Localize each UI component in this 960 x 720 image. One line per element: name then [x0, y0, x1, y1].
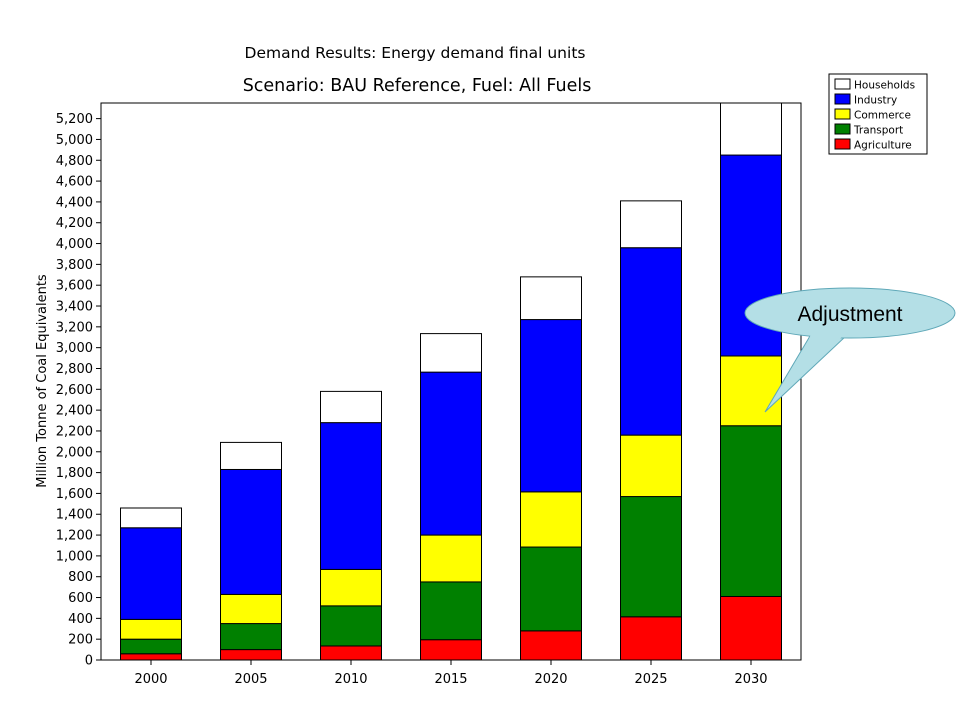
chart-subtitle: Scenario: BAU Reference, Fuel: All Fuels	[243, 76, 592, 96]
y-tick-label: 1,600	[56, 487, 93, 502]
bar-commerce-2010	[320, 568, 382, 607]
bar-agriculture-2025	[620, 616, 682, 661]
y-tick-label: 3,600	[56, 279, 93, 294]
x-tick-label: 2025	[634, 672, 667, 687]
legend-label-transport: Transport	[853, 125, 903, 137]
legend-label-agriculture: Agriculture	[854, 140, 912, 152]
x-tick-label: 2000	[134, 672, 167, 687]
bar-households-2015	[420, 333, 482, 373]
bar-agriculture-2015	[420, 639, 482, 661]
legend-swatch-households	[834, 78, 851, 90]
legend-swatch-industry	[834, 93, 851, 105]
bar-commerce-2025	[620, 434, 682, 498]
bar-transport-2015	[420, 581, 482, 641]
legend-swatch-agriculture	[834, 138, 851, 150]
bar-households-2025	[620, 200, 682, 249]
bar-agriculture-2010	[320, 645, 382, 661]
y-axis-label: Million Tonne of Coal Equivalents	[35, 274, 50, 488]
y-tick-label: 4,400	[56, 195, 93, 210]
bar-transport-2000	[120, 638, 182, 655]
bar-industry-2025	[620, 247, 682, 436]
bar-transport-2005	[220, 623, 282, 651]
bar-agriculture-2020	[520, 630, 582, 661]
bar-industry-2020	[520, 319, 582, 493]
bar-agriculture-2000	[120, 653, 182, 661]
bar-households-2005	[220, 441, 282, 470]
y-tick-label: 4,000	[56, 237, 93, 252]
bar-industry-2015	[420, 371, 482, 536]
y-tick-label: 2,600	[56, 383, 93, 398]
y-tick-label: 400	[68, 612, 93, 627]
x-tick-label: 2020	[534, 672, 567, 687]
x-tick-label: 2010	[334, 672, 367, 687]
bar-industry-2000	[120, 527, 182, 620]
callout-pointer-fill	[790, 334, 845, 386]
callout-bubble	[744, 287, 956, 339]
legend-label-commerce: Commerce	[854, 110, 911, 122]
bar-commerce-2020	[520, 491, 582, 548]
y-tick-label: 4,600	[56, 175, 93, 190]
bar-transport-2020	[520, 546, 582, 632]
y-tick-label: 3,400	[56, 300, 93, 315]
y-tick-label: 2,400	[56, 404, 93, 419]
legend-swatch-commerce	[834, 108, 851, 120]
x-axis: 2000 2005 2010 2015 2020 2025 2030	[134, 660, 768, 687]
x-tick-label: 2005	[234, 672, 267, 687]
y-axis: 0 200 400 600 800 1,000 1,200 1,400 1,600 1,800 2,…	[56, 112, 101, 669]
y-tick-label: 5,200	[56, 112, 93, 127]
plot-frame	[100, 102, 802, 661]
y-tick-label: 3,000	[56, 341, 93, 356]
bar-commerce-2015	[420, 534, 482, 583]
y-tick-label: 2,000	[56, 445, 93, 460]
bar-households-2000	[120, 507, 182, 529]
bar-households-2010	[320, 390, 382, 424]
y-tick-label: 2,800	[56, 362, 93, 377]
y-tick-label: 5,000	[56, 133, 93, 148]
bar-transport-2010	[320, 605, 382, 647]
bar-commerce-2005	[220, 593, 282, 625]
y-tick-label: 3,800	[56, 258, 93, 273]
chart-title: Demand Results: Energy demand final unit…	[245, 44, 586, 62]
bars	[120, 102, 782, 661]
y-tick-label: 1,000	[56, 549, 93, 564]
legend-label-industry: Industry	[854, 95, 897, 107]
legend-swatch-transport	[834, 123, 851, 135]
callout-text: Adjustment	[797, 303, 902, 326]
y-tick-label: 0	[85, 654, 93, 669]
y-tick-label: 1,200	[56, 529, 93, 544]
legend-label-households: Households	[854, 80, 915, 92]
bar-commerce-2030	[720, 355, 782, 427]
bar-agriculture-2005	[220, 649, 282, 661]
y-tick-label: 4,800	[56, 154, 93, 169]
x-tick-label: 2015	[434, 672, 467, 687]
bar-households-2030	[720, 102, 782, 156]
bar-industry-2010	[320, 422, 382, 570]
bar-industry-2005	[220, 468, 282, 595]
y-tick-label: 200	[68, 633, 93, 648]
bar-commerce-2000	[120, 618, 182, 640]
x-tick-label: 2030	[734, 672, 767, 687]
y-tick-label: 1,800	[56, 466, 93, 481]
bar-households-2020	[520, 276, 582, 321]
y-tick-label: 3,200	[56, 320, 93, 335]
adjustment-callout: Adjustment	[744, 287, 956, 413]
y-tick-label: 1,400	[56, 508, 93, 523]
y-tick-label: 600	[68, 591, 93, 606]
bar-agriculture-2030	[720, 595, 782, 661]
bar-transport-2025	[620, 496, 682, 618]
y-tick-label: 4,200	[56, 216, 93, 231]
legend: Households Industry Commerce Transport Agric…	[828, 73, 928, 155]
bar-transport-2030	[720, 425, 782, 597]
y-tick-label: 800	[68, 570, 93, 585]
y-tick-label: 2,200	[56, 424, 93, 439]
